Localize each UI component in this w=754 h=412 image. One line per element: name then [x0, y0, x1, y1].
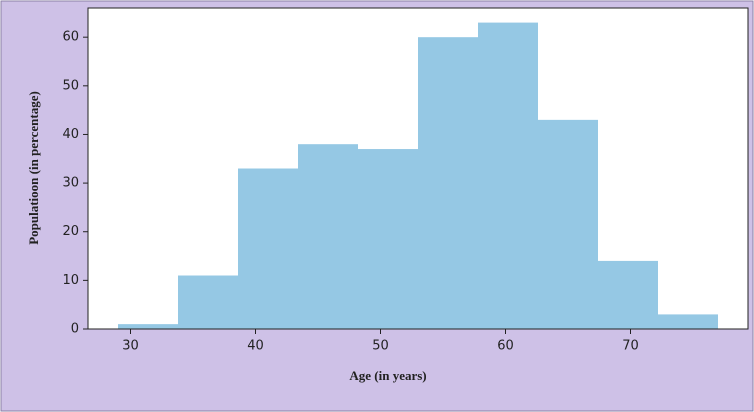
y-tick-label: 20 — [62, 224, 79, 239]
y-axis-label: Populatioon (in percentage) — [26, 91, 41, 245]
bar — [178, 275, 238, 329]
y-tick-label: 40 — [62, 127, 79, 142]
y-tick-label: 0 — [71, 322, 79, 337]
x-tick-label: 50 — [372, 339, 389, 354]
x-axis-label: Age (in years) — [349, 368, 426, 383]
x-tick-label: 40 — [247, 339, 264, 354]
bar — [478, 22, 538, 329]
bar — [418, 37, 478, 329]
x-tick-label: 30 — [122, 339, 139, 354]
bar — [538, 119, 598, 329]
y-tick-label: 30 — [62, 176, 79, 191]
y-tick-label: 50 — [62, 78, 79, 93]
x-tick-label: 60 — [497, 339, 514, 354]
bar — [358, 149, 418, 329]
bar — [118, 324, 178, 329]
plot-frame — [87, 7, 749, 330]
y-tick-label: 60 — [62, 30, 79, 45]
bar — [238, 168, 298, 329]
bar — [658, 314, 718, 329]
marks — [118, 22, 718, 329]
x-tick-label: 70 — [622, 339, 639, 354]
y-tick-label: 10 — [62, 273, 79, 288]
bar — [298, 144, 358, 329]
bar — [598, 260, 658, 329]
